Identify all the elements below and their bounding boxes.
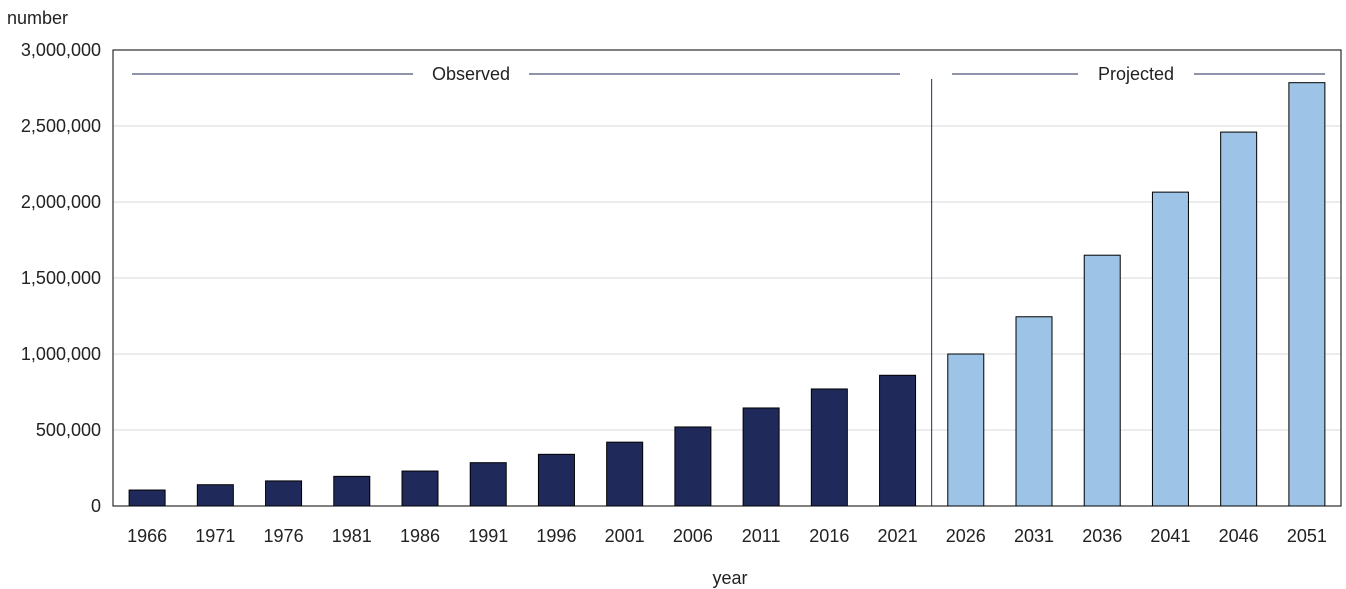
x-tick-label: 2026 [946, 526, 986, 546]
y-tick-label: 2,500,000 [21, 116, 101, 136]
y-tick-label: 1,000,000 [21, 344, 101, 364]
bar-1971 [196, 484, 234, 507]
x-tick-label: 2051 [1287, 526, 1327, 546]
bar-2006 [674, 426, 712, 507]
y-tick-label: 0 [91, 496, 101, 516]
x-tick-label: 2001 [605, 526, 645, 546]
y-axis-title: number [7, 8, 68, 28]
x-axis-title: year [712, 568, 747, 588]
bar-1991 [469, 462, 507, 507]
y-tick-label: 1,500,000 [21, 268, 101, 288]
x-tick-label: 1966 [127, 526, 167, 546]
bar-2026 [947, 353, 985, 507]
y-tick-label: 500,000 [36, 420, 101, 440]
region-annotations: Observed Projected [132, 64, 1325, 506]
x-tick-labels: 1966 1971 1976 1981 1986 1991 1996 2001 2006 2011… [127, 526, 1327, 546]
bar-1966 [128, 489, 166, 507]
y-tick-label: 3,000,000 [21, 40, 101, 60]
bar-1986 [401, 470, 439, 507]
x-tick-label: 2031 [1014, 526, 1054, 546]
x-tick-label: 2036 [1082, 526, 1122, 546]
bar-2041 [1151, 191, 1189, 507]
x-tick-label: 2011 [742, 526, 781, 546]
bars [128, 82, 1326, 507]
bar-2011 [742, 407, 780, 507]
bar-1996 [537, 453, 575, 507]
x-tick-label: 1981 [332, 526, 372, 546]
bar-1981 [333, 475, 371, 507]
x-tick-label: 2046 [1219, 526, 1259, 546]
projected-region-label: Projected [1098, 64, 1174, 84]
x-tick-label: 1986 [400, 526, 440, 546]
x-tick-label: 1971 [195, 526, 235, 546]
bar-2031 [1015, 316, 1053, 507]
x-tick-label: 1976 [264, 526, 304, 546]
bar-2046 [1220, 131, 1258, 507]
x-tick-label: 1996 [536, 526, 576, 546]
y-tick-label: 2,000,000 [21, 192, 101, 212]
bar-2001 [606, 441, 644, 507]
grid-lines [113, 125, 1341, 431]
x-tick-label: 1991 [468, 526, 508, 546]
x-tick-label: 2006 [673, 526, 713, 546]
plot-frame [112, 49, 1342, 507]
bar-2051 [1288, 82, 1326, 507]
observed-region-label: Observed [432, 64, 510, 84]
x-tick-label: 2021 [878, 526, 918, 546]
x-tick-label: 2041 [1150, 526, 1190, 546]
bar-2021 [879, 374, 917, 507]
bar-1976 [265, 480, 303, 507]
x-tick-label: 2016 [809, 526, 849, 546]
bar-2036 [1083, 254, 1121, 507]
y-tick-labels: 0 500,000 1,000,000 1,500,000 2,000,000 2,500… [21, 40, 101, 516]
bar-2016 [810, 388, 848, 507]
axes [112, 49, 1342, 507]
